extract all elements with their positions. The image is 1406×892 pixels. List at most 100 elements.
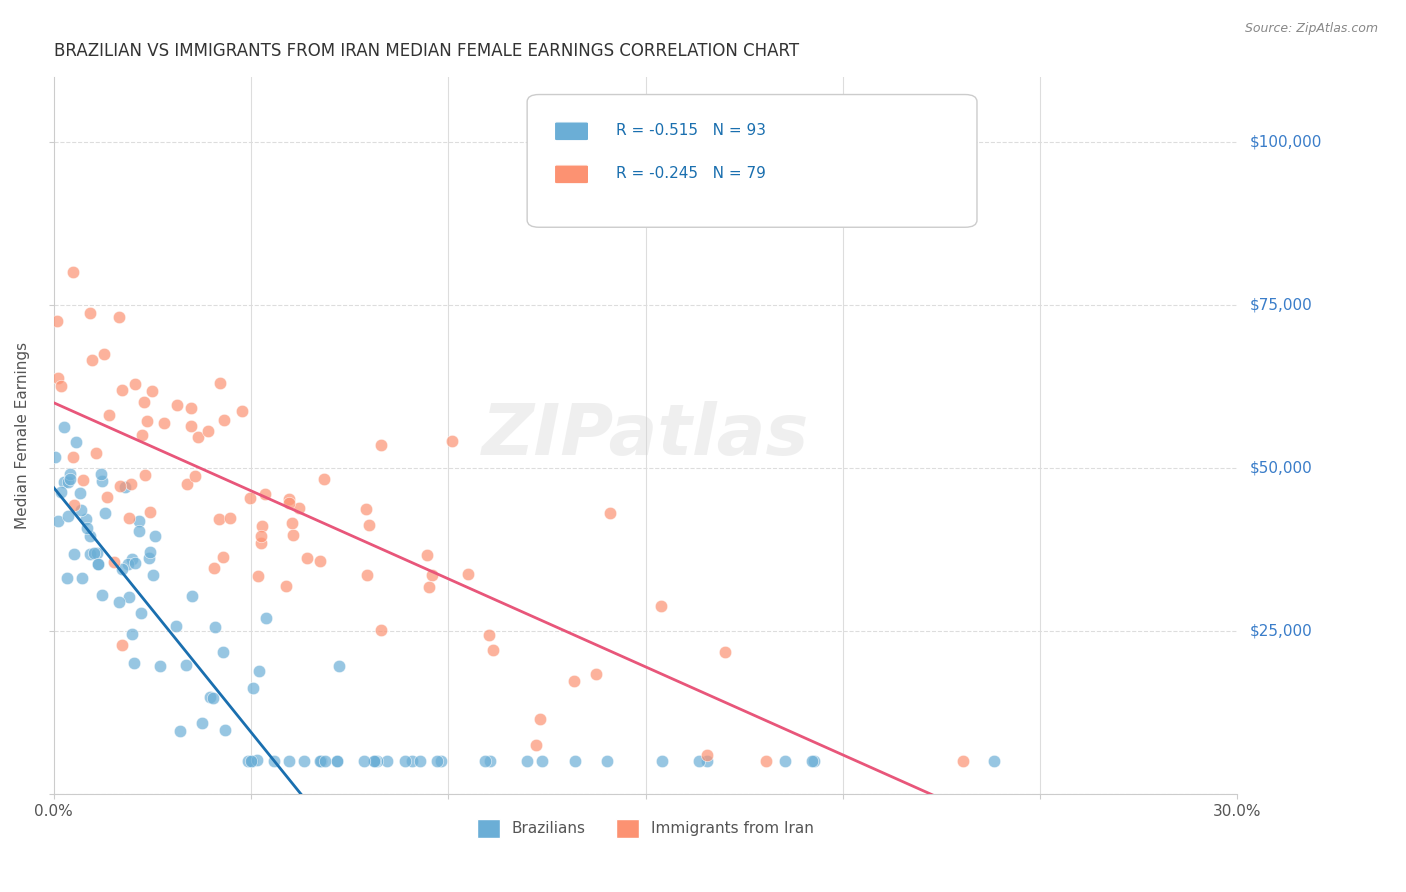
Point [58, 475, 80, 489]
Point [202, 560, 225, 574]
Point [249, 535, 271, 549]
Point [52, 475, 75, 490]
Point [309, 755, 332, 769]
Text: ZIPatlas: ZIPatlas [482, 401, 810, 470]
Point [214, 723, 236, 738]
Point [440, 434, 463, 449]
Text: $100,000: $100,000 [1250, 135, 1322, 149]
Point [180, 401, 202, 415]
Point [254, 487, 277, 501]
Point [131, 427, 153, 442]
Point [309, 755, 332, 769]
Point [209, 376, 232, 390]
Point [328, 658, 350, 673]
Point [121, 552, 143, 566]
Point [134, 467, 156, 482]
Point [49, 379, 72, 393]
Point [70, 503, 93, 517]
FancyBboxPatch shape [554, 165, 589, 184]
Point [314, 755, 336, 769]
Point [409, 755, 432, 769]
Point [370, 438, 392, 452]
Point [91, 474, 114, 488]
Point [288, 501, 311, 516]
Point [314, 472, 336, 486]
Point [79, 547, 101, 561]
Point [94, 506, 117, 520]
Point [562, 673, 585, 688]
Point [242, 681, 264, 695]
Point [250, 519, 273, 533]
Point [696, 747, 718, 762]
Point [249, 529, 271, 543]
Point [129, 606, 152, 620]
Point [45, 314, 67, 328]
Point [70, 571, 93, 585]
Point [295, 551, 318, 566]
Point [800, 755, 823, 769]
Point [72, 473, 94, 487]
Point [482, 643, 505, 657]
Point [121, 627, 143, 641]
Point [359, 518, 381, 533]
Point [274, 579, 297, 593]
FancyBboxPatch shape [527, 95, 977, 227]
Point [478, 628, 501, 642]
Text: $25,000: $25,000 [1250, 624, 1312, 639]
Point [239, 491, 262, 505]
Point [187, 430, 209, 444]
Point [246, 753, 269, 767]
Point [231, 404, 253, 418]
Point [292, 755, 315, 769]
Point [952, 755, 974, 769]
Text: R = -0.515   N = 93: R = -0.515 N = 93 [616, 123, 766, 138]
Point [366, 755, 388, 769]
Point [278, 755, 301, 769]
Point [117, 590, 139, 604]
Point [128, 524, 150, 538]
Point [59, 472, 82, 486]
Y-axis label: Median Female Earnings: Median Female Earnings [15, 342, 30, 529]
Point [86, 558, 108, 572]
Point [696, 755, 718, 769]
Point [197, 424, 219, 438]
Point [111, 638, 134, 652]
Point [713, 644, 735, 658]
Point [773, 755, 796, 769]
Point [48, 371, 70, 385]
Point [62, 450, 84, 464]
Point [166, 398, 188, 412]
Point [430, 755, 453, 769]
Point [363, 755, 385, 769]
Point [83, 546, 105, 560]
Point [75, 512, 97, 526]
Text: $50,000: $50,000 [1250, 460, 1312, 475]
Point [96, 490, 118, 504]
Point [114, 480, 136, 494]
Point [263, 755, 285, 769]
Point [90, 588, 112, 602]
Point [138, 551, 160, 566]
Point [212, 413, 235, 427]
Point [457, 567, 479, 582]
Point [277, 491, 299, 506]
Point [107, 310, 129, 324]
Point [124, 556, 146, 570]
Point [426, 755, 449, 769]
Point [62, 499, 84, 513]
Point [651, 755, 673, 769]
Point [59, 467, 82, 482]
Point [983, 755, 1005, 769]
Point [62, 547, 84, 561]
Point [44, 450, 66, 464]
Point [124, 376, 146, 391]
Point [281, 527, 304, 541]
Point [138, 505, 160, 519]
Point [56, 508, 79, 523]
Point [55, 571, 77, 585]
Point [370, 623, 392, 637]
Point [420, 568, 443, 582]
Point [176, 477, 198, 491]
Point [212, 549, 235, 564]
Point [416, 548, 439, 562]
